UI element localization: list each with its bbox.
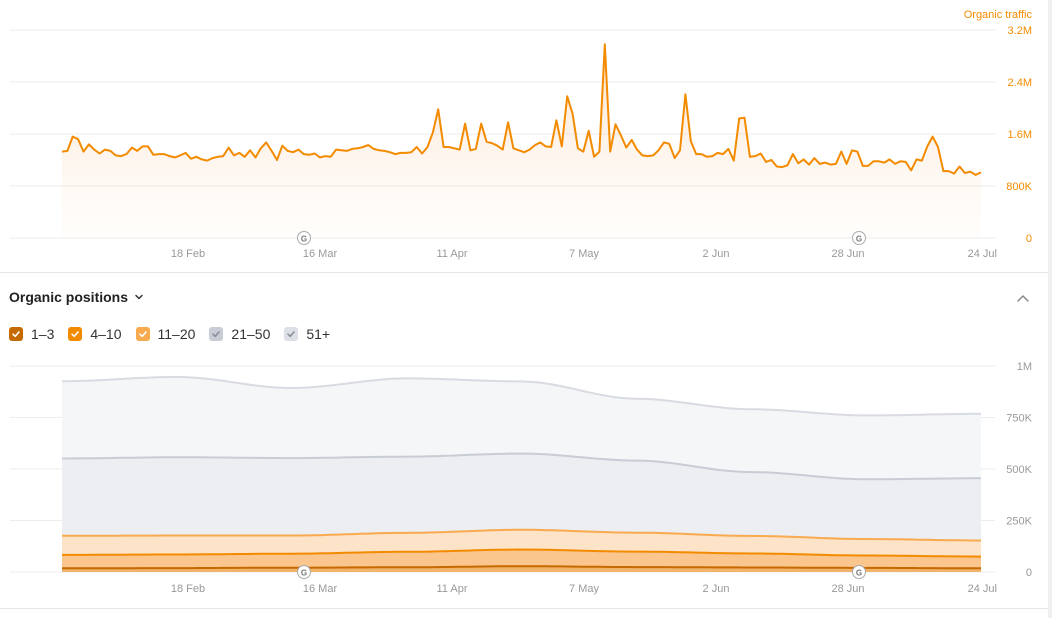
legend-item-2[interactable]: 4–10 xyxy=(68,326,122,342)
y-tick-label: 3.2M xyxy=(1008,25,1032,37)
series-line-21–50 xyxy=(62,452,981,481)
area-51+ xyxy=(62,376,981,480)
section-divider xyxy=(0,608,1048,609)
organic-positions-dropdown[interactable]: Organic positions xyxy=(9,289,144,305)
x-tick-label: 11 Apr xyxy=(437,583,468,595)
checkbox-checked-icon[interactable] xyxy=(135,327,150,341)
checkbox-checked-icon[interactable] xyxy=(68,327,83,341)
scrollbar-track[interactable] xyxy=(1048,0,1052,618)
marker-label: G xyxy=(301,569,307,578)
section-divider xyxy=(0,272,1048,273)
organic-traffic-panel: Organic traffic 3.2M 2.4M 1.6M 800K 0 G G 18 … xyxy=(0,0,1048,272)
marker-label: G xyxy=(856,235,862,244)
organic-traffic-chart[interactable]: Organic traffic 3.2M 2.4M 1.6M 800K 0 G G 18 … xyxy=(0,0,1048,272)
marker-label: G xyxy=(856,569,862,578)
y-tick-label: 1M xyxy=(1017,361,1032,373)
y-tick-label: 0 xyxy=(1026,233,1032,245)
series-line-51+ xyxy=(62,375,981,417)
positions-legend: 1–3 4–10 11–20 21–50 51+ xyxy=(9,326,330,342)
checkbox-checked-icon[interactable] xyxy=(284,327,299,341)
x-tick-label: 28 Jun xyxy=(831,583,864,595)
y-tick-label: 250K xyxy=(1006,516,1032,528)
google-update-marker[interactable]: G xyxy=(852,231,866,245)
x-tick-label: 24 Jul xyxy=(968,248,997,260)
x-tick-label: 18 Feb xyxy=(171,583,205,595)
legend-item-3[interactable]: 11–20 xyxy=(135,326,196,342)
x-tick-label: 2 Jun xyxy=(703,583,730,595)
marker-label: G xyxy=(301,235,307,244)
y-tick-label: 0 xyxy=(1026,567,1032,579)
x-tick-label: 16 Mar xyxy=(303,248,338,260)
area-21–50 xyxy=(62,453,981,541)
x-tick-label: 7 May xyxy=(569,583,599,595)
x-tick-label: 11 Apr xyxy=(437,248,468,260)
google-update-marker[interactable]: G xyxy=(297,231,311,245)
organic-positions-title: Organic positions xyxy=(9,289,129,305)
legend-item-5[interactable]: 51+ xyxy=(284,326,330,342)
x-tick-label: 28 Jun xyxy=(831,248,864,260)
organic-positions-panel: 1M 750K 500K 250K 0 G G 18 Feb 16 Mar 11 Apr 7 M… xyxy=(0,358,1048,608)
legend-label: 4–10 xyxy=(90,326,122,342)
organic-positions-chart[interactable]: 1M 750K 500K 250K 0 G G 18 Feb 16 Mar 11 Apr 7 M… xyxy=(0,358,1048,608)
google-update-marker[interactable]: G xyxy=(297,565,311,579)
legend-item-4[interactable]: 21–50 xyxy=(209,326,270,342)
y-tick-label: 750K xyxy=(1006,413,1032,425)
y-tick-label: 1.6M xyxy=(1008,129,1032,141)
traffic-series-line xyxy=(61,43,982,176)
series-line-1–3 xyxy=(62,565,981,570)
y-tick-label: 2.4M xyxy=(1008,77,1032,89)
chevron-down-icon xyxy=(135,294,143,300)
legend-label: 1–3 xyxy=(31,326,55,342)
checkbox-checked-icon[interactable] xyxy=(209,327,224,341)
x-tick-label: 18 Feb xyxy=(171,248,205,260)
x-tick-label: 2 Jun xyxy=(703,248,730,260)
legend-label: 21–50 xyxy=(231,326,271,342)
legend-label: 11–20 xyxy=(157,326,196,342)
series-line-11–20 xyxy=(62,528,981,542)
series-line-4–10 xyxy=(62,548,982,558)
google-update-marker[interactable]: G xyxy=(852,565,866,579)
legend-label: 51+ xyxy=(306,326,331,342)
checkbox-checked-icon[interactable] xyxy=(9,327,23,341)
traffic-area-fill xyxy=(62,44,981,238)
x-tick-label: 16 Mar xyxy=(303,583,338,595)
legend-item-1[interactable]: 1–3 xyxy=(9,326,54,342)
x-tick-label: 24 Jul xyxy=(968,583,997,595)
x-tick-label: 7 May xyxy=(569,248,599,260)
chevron-up-icon[interactable] xyxy=(1014,290,1032,308)
y-tick-label: 500K xyxy=(1006,464,1032,476)
y-tick-label: 800K xyxy=(1006,181,1032,193)
traffic-metric-label: Organic traffic xyxy=(964,9,1033,21)
